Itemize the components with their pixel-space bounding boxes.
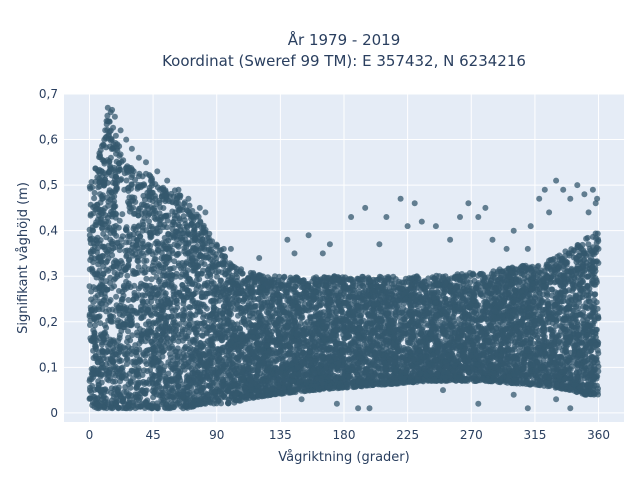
data-point bbox=[552, 323, 559, 329]
data-point bbox=[209, 360, 216, 367]
data-points bbox=[86, 104, 602, 412]
data-point bbox=[108, 247, 115, 254]
chart-title-line-1: År 1979 - 2019 bbox=[288, 30, 401, 49]
data-point bbox=[97, 320, 104, 327]
data-point bbox=[103, 259, 109, 266]
data-point bbox=[86, 226, 93, 233]
data-point bbox=[88, 288, 95, 295]
data-point bbox=[213, 255, 220, 262]
data-point bbox=[135, 212, 142, 219]
data-point bbox=[124, 355, 131, 362]
data-point bbox=[116, 335, 123, 341]
data-point bbox=[536, 304, 543, 310]
data-point bbox=[593, 299, 600, 306]
data-point bbox=[122, 247, 129, 254]
data-point bbox=[97, 191, 104, 198]
data-point bbox=[139, 250, 145, 256]
data-point bbox=[91, 189, 98, 196]
data-point bbox=[173, 297, 180, 304]
data-point bbox=[584, 234, 591, 241]
data-point bbox=[103, 278, 110, 285]
data-point bbox=[146, 218, 152, 225]
data-point bbox=[118, 236, 125, 243]
data-point bbox=[467, 279, 474, 286]
data-point bbox=[214, 374, 221, 381]
data-point bbox=[113, 293, 120, 300]
data-point bbox=[142, 358, 149, 365]
data-point bbox=[146, 172, 153, 178]
chart-title-line-2: Koordinat (Sweref 99 TM): E 357432, N 62… bbox=[162, 52, 526, 70]
